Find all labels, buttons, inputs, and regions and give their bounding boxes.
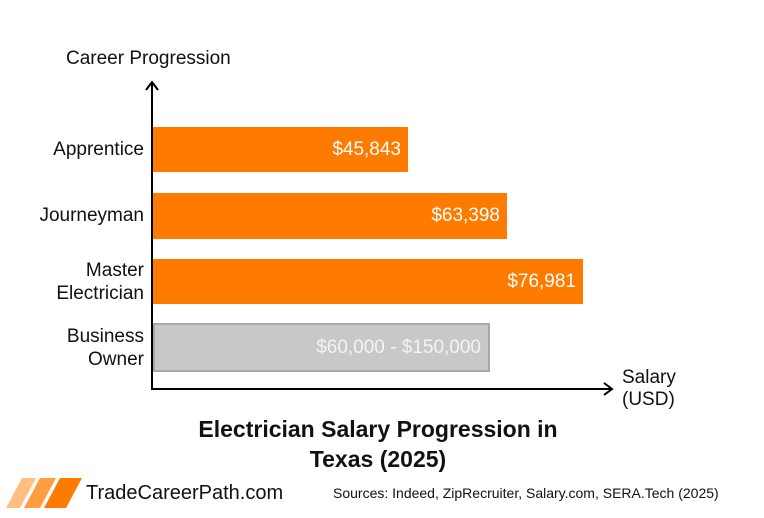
bar-value-label: $63,398 <box>431 205 500 226</box>
chart-title-line1: Electrician Salary Progression in <box>198 416 558 442</box>
bar-master-electrician: $76,981 <box>153 259 583 304</box>
category-label-apprentice: Apprentice <box>53 138 144 161</box>
category-label-business-owner: Business Owner <box>67 325 144 371</box>
category-label-line: Business <box>66 326 144 347</box>
bar-business-owner: $60,000 - $150,000 <box>153 323 490 372</box>
category-label-journeyman: Journeyman <box>39 204 144 227</box>
x-axis-label: Salary (USD) <box>622 367 676 411</box>
y-axis-label: Career Progression <box>66 48 231 69</box>
bar-apprentice: $45,843 <box>153 127 408 172</box>
logo-stripes-icon <box>6 478 82 508</box>
chart-title-line2: Texas (2025) <box>309 446 447 472</box>
x-axis-arrow-icon <box>603 382 614 396</box>
bar-value-label: $60,000 - $150,000 <box>316 336 481 358</box>
bar-journeyman: $63,398 <box>153 193 507 239</box>
x-axis-label-line2: (USD) <box>622 389 675 410</box>
category-label-line: Master <box>85 260 144 281</box>
brand-name: TradeCareerPath.com <box>86 482 284 504</box>
bar-value-label: $45,843 <box>332 138 401 160</box>
sources-text: Sources: Indeed, ZipRecruiter, Salary.co… <box>333 485 719 501</box>
chart-title: Electrician Salary Progression in Texas … <box>0 414 756 474</box>
bar-value-label: $76,981 <box>507 270 576 292</box>
category-label-line: Journeyman <box>39 205 144 226</box>
x-axis-label-line1: Salary <box>622 367 676 388</box>
category-label-line: Electrician <box>56 283 144 304</box>
category-label-line: Owner <box>88 349 144 370</box>
y-axis-arrow-icon <box>145 80 159 91</box>
category-label-master-electrician: Master Electrician <box>56 259 144 305</box>
category-label-line: Apprentice <box>53 139 144 160</box>
